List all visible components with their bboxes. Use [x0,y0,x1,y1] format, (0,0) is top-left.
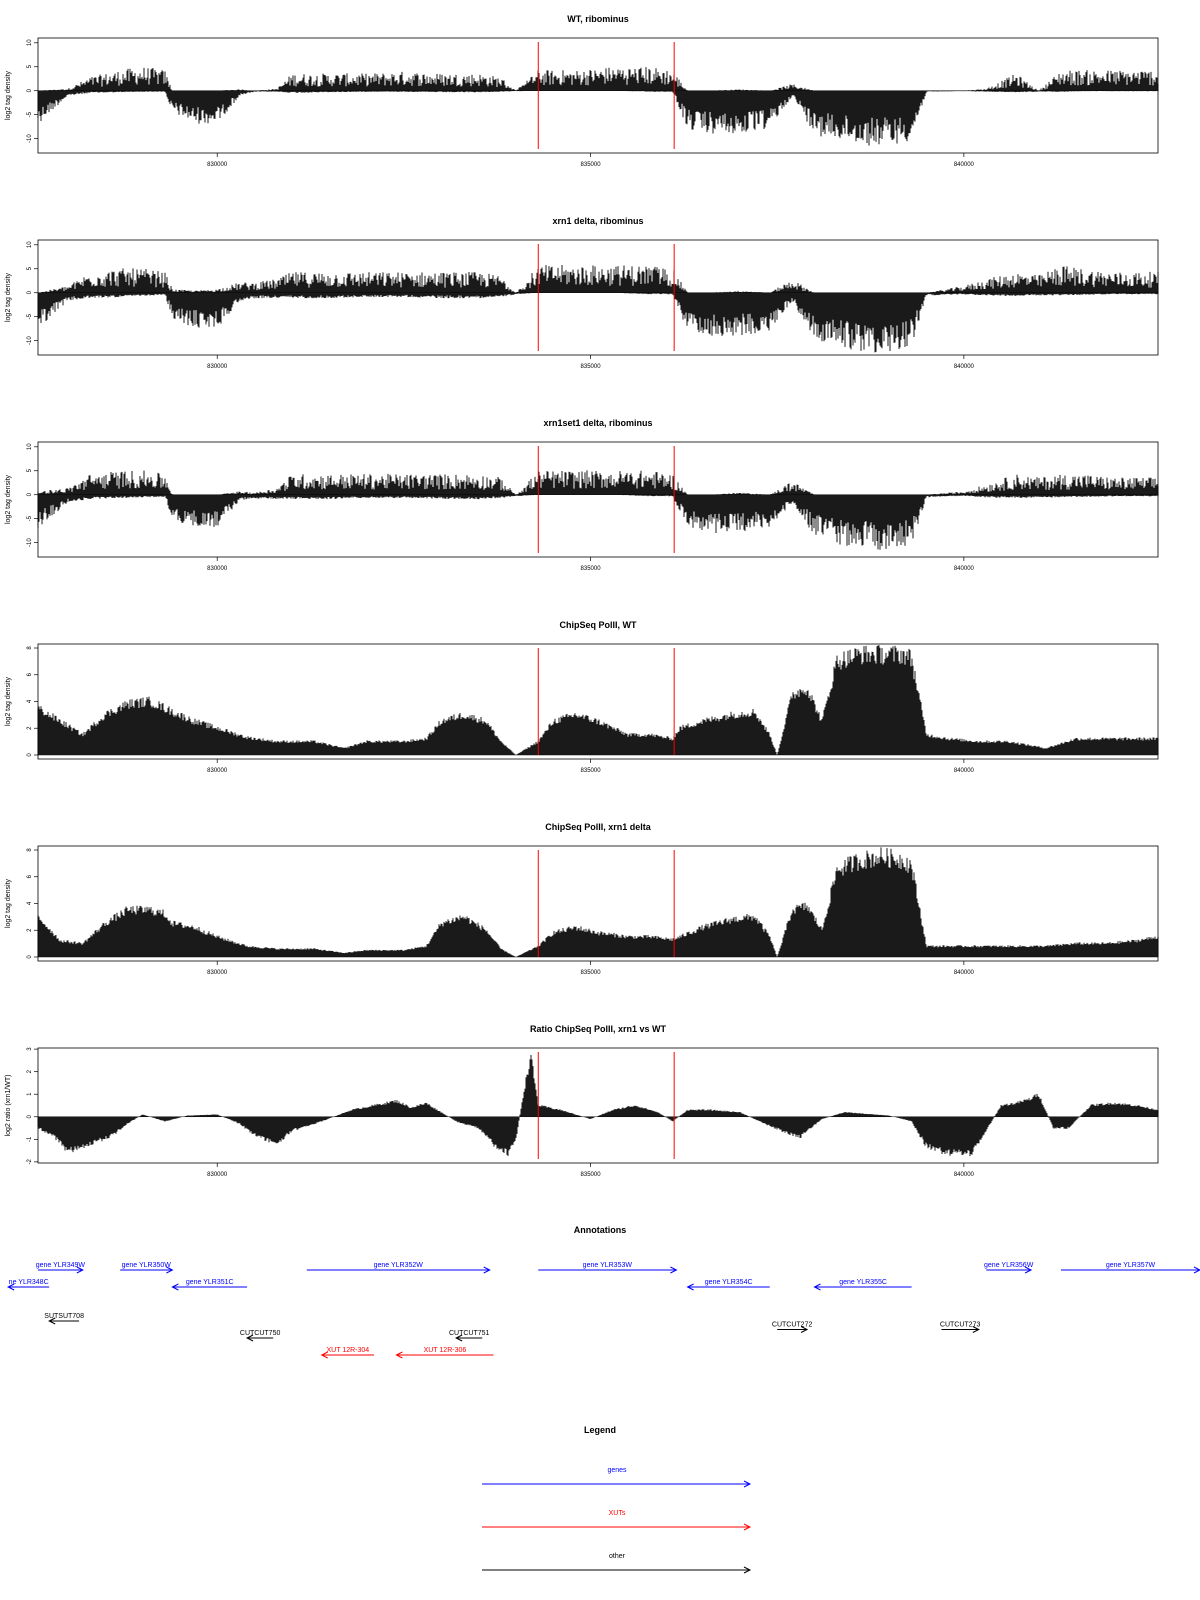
x-tick-label: 830000 [207,364,228,370]
x-tick-label: 835000 [581,364,602,370]
panel-title: WT, ribominus [567,14,629,24]
y-tick-label: -10 [27,538,33,547]
x-tick-label: 830000 [207,566,228,572]
y-tick-label: 0 [27,492,33,496]
y-tick-label: 5 [27,64,33,68]
signal-series [37,67,1159,146]
y-tick-label: 0 [27,88,33,92]
x-tick-label: 840000 [954,566,975,572]
y-tick-label: 10 [27,241,33,248]
y-tick-label: -5 [27,515,33,521]
panel-title: xrn1 delta, ribominus [552,216,643,226]
panel-3: xrn1set1 delta, ribominus log2 tag densit… [5,418,1159,572]
signal-panels: WT, ribominus log2 tag density 10 5 0 -5 -10 83… [5,14,1159,1178]
x-tick-label: 830000 [207,162,228,168]
signal-series [37,470,1159,550]
y-tick-label: -5 [27,313,33,319]
y-axis-label: log2 tag density [5,474,12,524]
y-tick-label: 10 [27,443,33,450]
y-axis-label: log2 tag density [5,272,12,322]
y-tick-label: -10 [27,134,33,143]
y-tick-label: 5 [27,468,33,472]
x-tick-label: 840000 [954,364,975,370]
y-tick-label: 10 [27,39,33,46]
y-tick-label: 0 [27,290,33,294]
y-axis-label: log2 tag density [5,70,12,120]
signal-series [37,265,1159,353]
x-tick-label: 835000 [581,566,602,572]
y-tick-label: 5 [27,266,33,270]
panel-1: WT, ribominus log2 tag density 10 5 0 -5 -10 83… [5,14,1159,168]
x-tick-label: 835000 [581,162,602,168]
panel-title: xrn1set1 delta, ribominus [543,418,652,428]
y-tick-label: -10 [27,336,33,345]
x-tick-label: 840000 [954,162,975,168]
panel-2: xrn1 delta, ribominus log2 tag density 10 5… [5,216,1159,370]
y-tick-label: -5 [27,111,33,117]
